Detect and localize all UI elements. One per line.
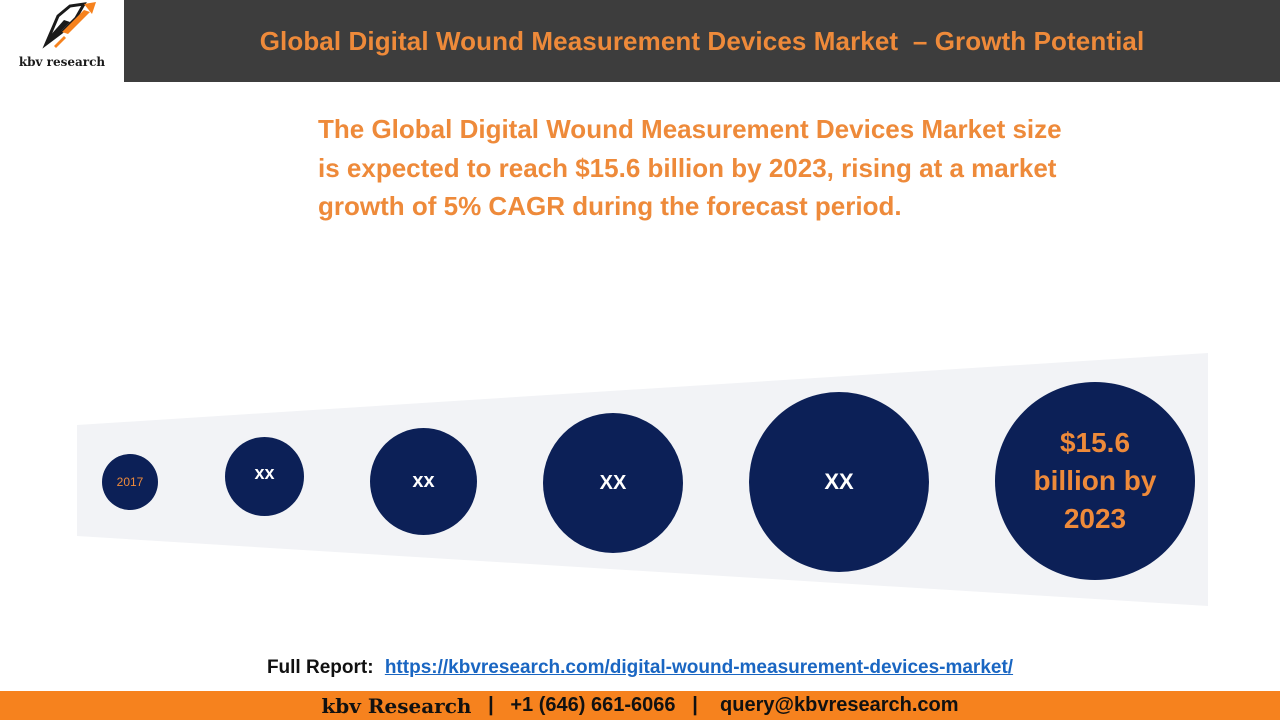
footer-bar: kbv Research | +1 (646) 661-6066 | query… [0,691,1280,720]
logo-icon [42,2,96,49]
summary-text: The Global Digital Wound Measurement Dev… [318,114,1062,221]
bubble-2023-forecast: $15.6 billion by 2023 [995,382,1195,580]
bubble-2017: 2017 [102,454,158,510]
page-title: Global Digital Wound Measurement Devices… [259,25,1145,56]
bubble-year-2: xx [225,437,304,516]
bubble-year-5: XX [749,392,929,572]
footer-phone: +1 (646) 661-6066 [510,694,676,716]
footer-brand: kbv Research [321,693,472,718]
footer-separator: | [692,694,698,716]
bubble-year-4: XX [543,413,683,553]
footer-email: query@kbvresearch.com [720,694,959,716]
full-report-label: Full Report: [266,657,374,678]
logo: kbv research [0,0,124,82]
bubble-year-3: xx [370,428,477,535]
full-report-link[interactable]: https://kbvresearch.com/digital-wound-me… [384,657,1014,678]
full-report: Full Report: https://kbvresearch.com/dig… [0,657,1280,679]
footer-separator: | [488,694,494,716]
header-bar: Global Digital Wound Measurement Devices… [124,0,1280,82]
logo-text: kbv research [18,55,106,69]
